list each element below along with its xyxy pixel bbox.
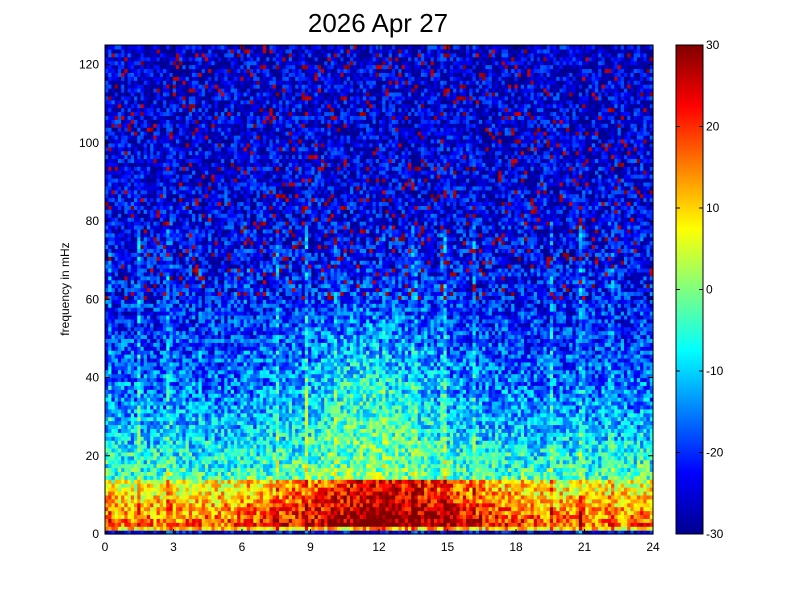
y-axis-label: frequency in mHz <box>58 242 72 335</box>
chart-title: 2026 Apr 27 <box>308 8 448 38</box>
heatmap-cells <box>105 45 654 535</box>
